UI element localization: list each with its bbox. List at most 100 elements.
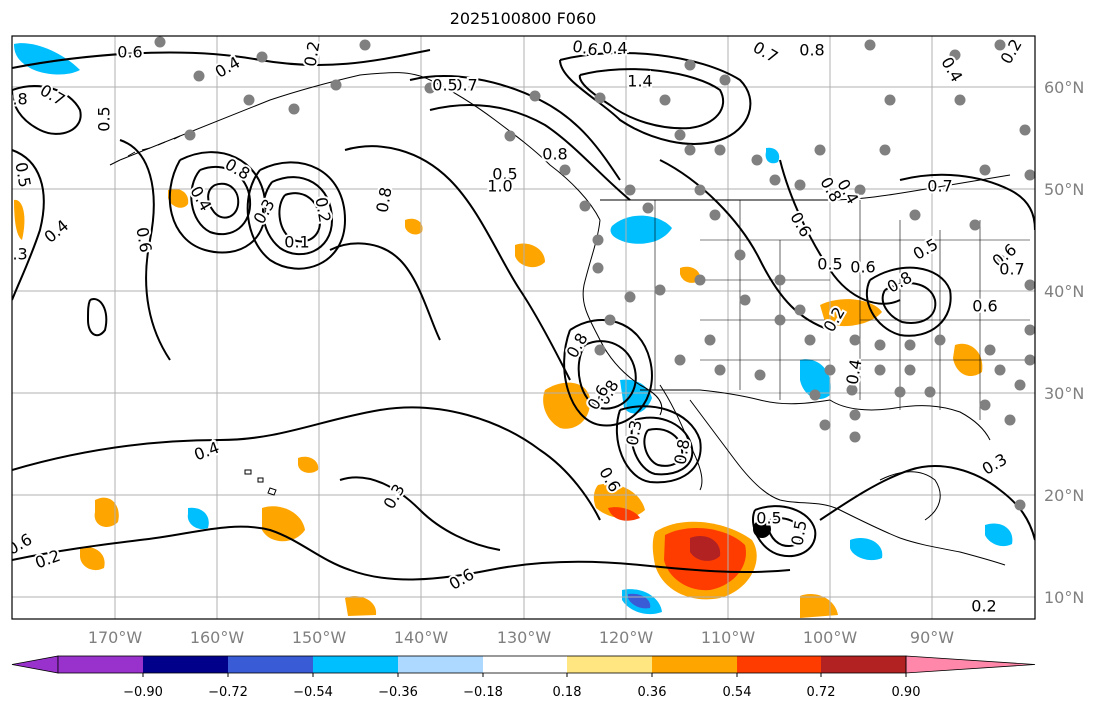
gulf-coast [829, 399, 991, 441]
colorbar-tick-label: −0.90 [123, 685, 163, 700]
colorbar-cell-min-arrow [11, 655, 59, 674]
station-dot [994, 39, 1006, 51]
contour-north-trough [659, 159, 831, 331]
station-dot [709, 209, 721, 221]
station-dot [874, 364, 886, 376]
station-dot [849, 431, 861, 443]
contour-label: 0.7 [999, 260, 1024, 279]
colorbar-cell [652, 656, 737, 673]
cyan-patch-south-mexico [850, 538, 883, 561]
contour-label: 0.8 [542, 145, 567, 164]
contour-high-north [559, 52, 752, 145]
station-dot [949, 49, 961, 61]
contour-low-2-mid [261, 176, 334, 256]
contour-label: 0.1 [284, 233, 309, 252]
colorbar-cell [483, 656, 567, 673]
latitude-label: 60°N [1044, 78, 1084, 97]
station-dot [934, 334, 946, 346]
contour-label: 0.6 [850, 258, 875, 277]
station-dot [694, 184, 706, 196]
cyan-patch-west-pacific [187, 507, 209, 530]
station-dot [754, 369, 766, 381]
station-dot [624, 184, 636, 196]
contour-low-1-core [207, 182, 240, 219]
colorbar-cell [58, 656, 143, 673]
station-dot [594, 344, 606, 356]
station-dot [674, 354, 686, 366]
station-dot [819, 419, 831, 431]
station-dot [879, 144, 891, 156]
station-dot [924, 386, 936, 398]
contour-tropical-low-inner [767, 517, 804, 547]
contour-east-north [899, 173, 1035, 231]
aleutian-chain [109, 135, 181, 166]
orange-patch-pacific-mid [405, 218, 423, 235]
cyan-patch-gulf [800, 359, 831, 400]
contour-cutoff-low-outer [563, 319, 653, 427]
contour-label: 0.5 [817, 255, 842, 274]
baja-peninsula [659, 384, 703, 491]
station-dot [954, 94, 966, 106]
station-dot [804, 334, 816, 346]
yucatan [879, 471, 941, 521]
longitude-labels: 170°W 160°W 150°W 140°W 130°W 120°W 110°W 100°W… [88, 628, 954, 647]
contour-label: 0.2 [971, 597, 996, 616]
orange-patch-pacific-small-3 [345, 595, 377, 616]
contour-label: 0.4 [602, 39, 627, 58]
station-dot [642, 202, 654, 214]
colorbar-tick-label: −0.18 [463, 685, 503, 700]
map-title: 2025100800 F060 [449, 9, 597, 28]
longitude-label: 150°W [292, 628, 347, 647]
station-dot [694, 274, 706, 286]
state-lines-east [830, 200, 1030, 420]
darkred-patch-tropical-pacific [690, 536, 721, 561]
station-dot [243, 94, 255, 106]
station-dot [904, 339, 916, 351]
station-dot [579, 200, 591, 212]
longitude-label: 100°W [803, 628, 858, 647]
us-mexico-border [640, 389, 831, 405]
station-dot [864, 39, 876, 51]
station-dot [674, 129, 686, 141]
contour-label: 0.3 [2, 245, 27, 264]
station-dot [774, 274, 786, 286]
station-dot [604, 314, 616, 326]
contour-pacific-wave-2 [329, 242, 441, 341]
alaska-coast [119, 72, 601, 221]
station-dot [734, 249, 746, 261]
contour-label: 0.5 [11, 161, 34, 189]
red-patch-mexico-southwest [608, 507, 640, 521]
map-frame [11, 35, 1036, 620]
colorbar-cell [398, 656, 483, 673]
contour-bc-ridge-2 [429, 104, 631, 201]
contour-pacific-wave [344, 145, 571, 381]
station-dot [1004, 414, 1016, 426]
colorbar-tick-label: −0.72 [208, 685, 248, 700]
station-dot [969, 219, 981, 231]
longitude-label: 130°W [497, 628, 552, 647]
contour-lines [12, 49, 1035, 581]
contour-cutoff-low-inner [577, 340, 637, 410]
station-dot [994, 364, 1006, 376]
contour-0.2-pacific [12, 525, 791, 581]
station-dot [1024, 324, 1035, 336]
station-dots [154, 36, 1035, 511]
station-dot [154, 36, 166, 48]
contour-label: 0.8 [799, 41, 824, 60]
station-dot [559, 164, 571, 176]
colorbar-tick-label: 0.36 [638, 685, 667, 700]
orange-patch-baja-west [543, 382, 591, 429]
contour-label: 0.6 [972, 297, 997, 316]
contour-0.2-mid [339, 476, 501, 551]
cyan-patch-caribbean [985, 523, 1013, 547]
station-dot [849, 409, 861, 421]
longitude-label: 170°W [88, 628, 143, 647]
station-dot [714, 364, 726, 376]
colorbar-tick-label: 0.90 [892, 685, 921, 700]
station-dot [824, 364, 836, 376]
station-dot [774, 314, 786, 326]
contour-baja-low-inner [643, 428, 684, 467]
station-dot [874, 339, 886, 351]
station-dot [288, 103, 300, 115]
